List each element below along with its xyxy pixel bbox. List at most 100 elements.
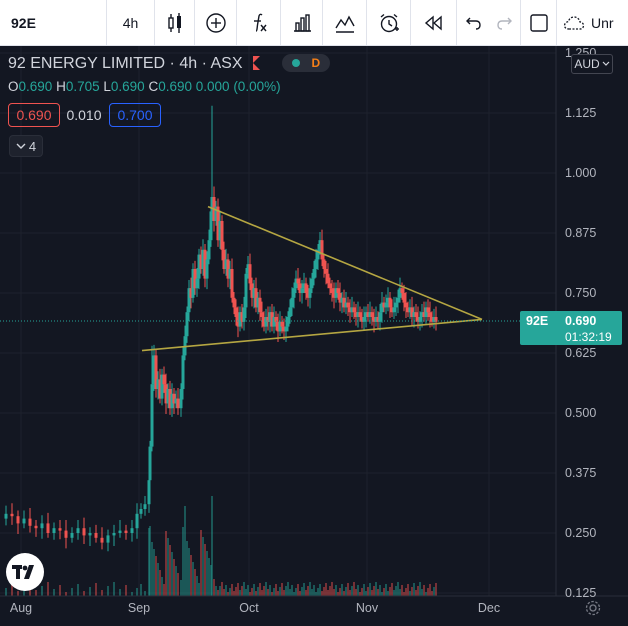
symbol-search-button[interactable]: 92E — [0, 0, 107, 45]
bar-countdown: 01:32:19 — [565, 330, 612, 344]
volume-bar — [196, 576, 198, 596]
market-status[interactable]: D — [282, 54, 330, 72]
candle-body — [226, 259, 230, 279]
volume-bar — [287, 582, 289, 596]
volume-bar — [161, 577, 163, 596]
candle-body — [236, 317, 240, 327]
volume-bar — [35, 590, 37, 596]
candle-body — [344, 302, 348, 308]
volume-bar — [173, 559, 175, 596]
volume-bar — [211, 496, 213, 596]
candle-body — [185, 312, 189, 337]
volume-bar — [373, 586, 375, 596]
templates-button[interactable] — [281, 0, 323, 45]
volume-bar — [271, 592, 273, 596]
volume-bar — [190, 555, 192, 596]
trendline-upper[interactable] — [207, 205, 483, 321]
volume-bar — [225, 585, 227, 596]
volume-bar — [313, 585, 315, 596]
candle-body — [316, 249, 320, 260]
volume-bar — [261, 590, 263, 596]
compare-button[interactable] — [323, 0, 367, 45]
candle-body — [118, 530, 122, 533]
volume-bar — [221, 582, 223, 596]
currency-button[interactable]: AUD — [571, 54, 613, 74]
volume-bar — [321, 591, 323, 596]
cloud-icon — [563, 15, 585, 30]
candle-body — [336, 288, 340, 293]
candle-body — [170, 393, 174, 409]
candle-body — [288, 307, 292, 317]
volume-bar — [427, 588, 429, 596]
candle-body — [320, 240, 324, 260]
volume-bar — [405, 588, 407, 596]
price-tag-symbol: 92E — [526, 314, 549, 328]
candle-body — [338, 293, 342, 303]
candle-body — [324, 269, 328, 274]
redo-button[interactable] — [489, 0, 521, 45]
volume-bar — [293, 592, 295, 596]
candle-body — [372, 317, 376, 322]
x-tick-label: Oct — [239, 601, 259, 615]
volume-bar — [180, 580, 182, 596]
separator-dot: · — [201, 55, 211, 72]
candle-body — [224, 259, 228, 269]
fullscreen-button[interactable] — [521, 0, 557, 45]
candle-body — [258, 297, 262, 313]
volume-bar — [311, 589, 313, 596]
y-tick-label: 1.125 — [565, 106, 596, 120]
candle-body — [22, 518, 26, 524]
volume-bar — [309, 582, 311, 596]
candle-body — [328, 283, 332, 289]
candle-body — [304, 283, 308, 293]
replay-button[interactable] — [411, 0, 457, 45]
indicators-toggle-button[interactable]: 4 — [9, 135, 43, 157]
tradingview-logo[interactable] — [6, 553, 44, 591]
candle-body — [218, 221, 222, 241]
candle-body — [82, 528, 86, 536]
candle-body — [164, 384, 168, 404]
candlestick-icon — [167, 12, 181, 33]
indicators-button[interactable] — [237, 0, 281, 45]
candle-body — [396, 297, 400, 303]
candle-body — [402, 293, 406, 303]
undo-icon — [466, 17, 481, 30]
volume-bar — [395, 586, 397, 596]
currency-label: AUD — [574, 57, 600, 71]
volume-bar — [317, 588, 319, 596]
candle-body — [416, 317, 420, 322]
interval-button[interactable]: 4h — [107, 0, 155, 45]
volume-bar — [345, 587, 347, 596]
volume-bar — [71, 588, 73, 596]
candle-body — [207, 240, 211, 260]
time-axis[interactable]: Aug Sep Oct Nov Dec — [10, 601, 500, 615]
sell-button[interactable]: 0.690 — [8, 103, 60, 127]
volume-bar — [415, 590, 417, 596]
candle-body — [246, 264, 250, 274]
candle-body — [376, 317, 380, 322]
alert-button[interactable] — [367, 0, 411, 45]
volume-bar — [169, 545, 171, 596]
volume-bar — [165, 531, 167, 596]
candle-style-button[interactable] — [155, 0, 195, 45]
volume-bar — [299, 591, 301, 596]
buy-button[interactable]: 0.700 — [109, 103, 161, 127]
candle-body — [358, 312, 362, 317]
volume-bar — [83, 591, 85, 596]
volume-bar — [59, 585, 61, 596]
add-indicator-button[interactable] — [195, 0, 237, 45]
volume-bar — [421, 589, 423, 596]
volume-bar — [125, 585, 127, 596]
volume-bar — [89, 587, 91, 596]
settings-gear-icon[interactable] — [584, 599, 602, 617]
volume-bar — [367, 587, 369, 596]
candle-body — [364, 312, 368, 317]
price-chart[interactable]: 1.2501.1251.0000.8750.7500.6250.5000.375… — [0, 46, 628, 626]
trendline-lower[interactable] — [141, 318, 483, 352]
layout-button[interactable]: Unr — [557, 0, 617, 45]
candle-body — [76, 528, 80, 533]
data-delayed-badge: D — [311, 56, 321, 70]
candle-body — [326, 273, 330, 284]
undo-button[interactable] — [457, 0, 489, 45]
candle-body — [4, 513, 8, 519]
